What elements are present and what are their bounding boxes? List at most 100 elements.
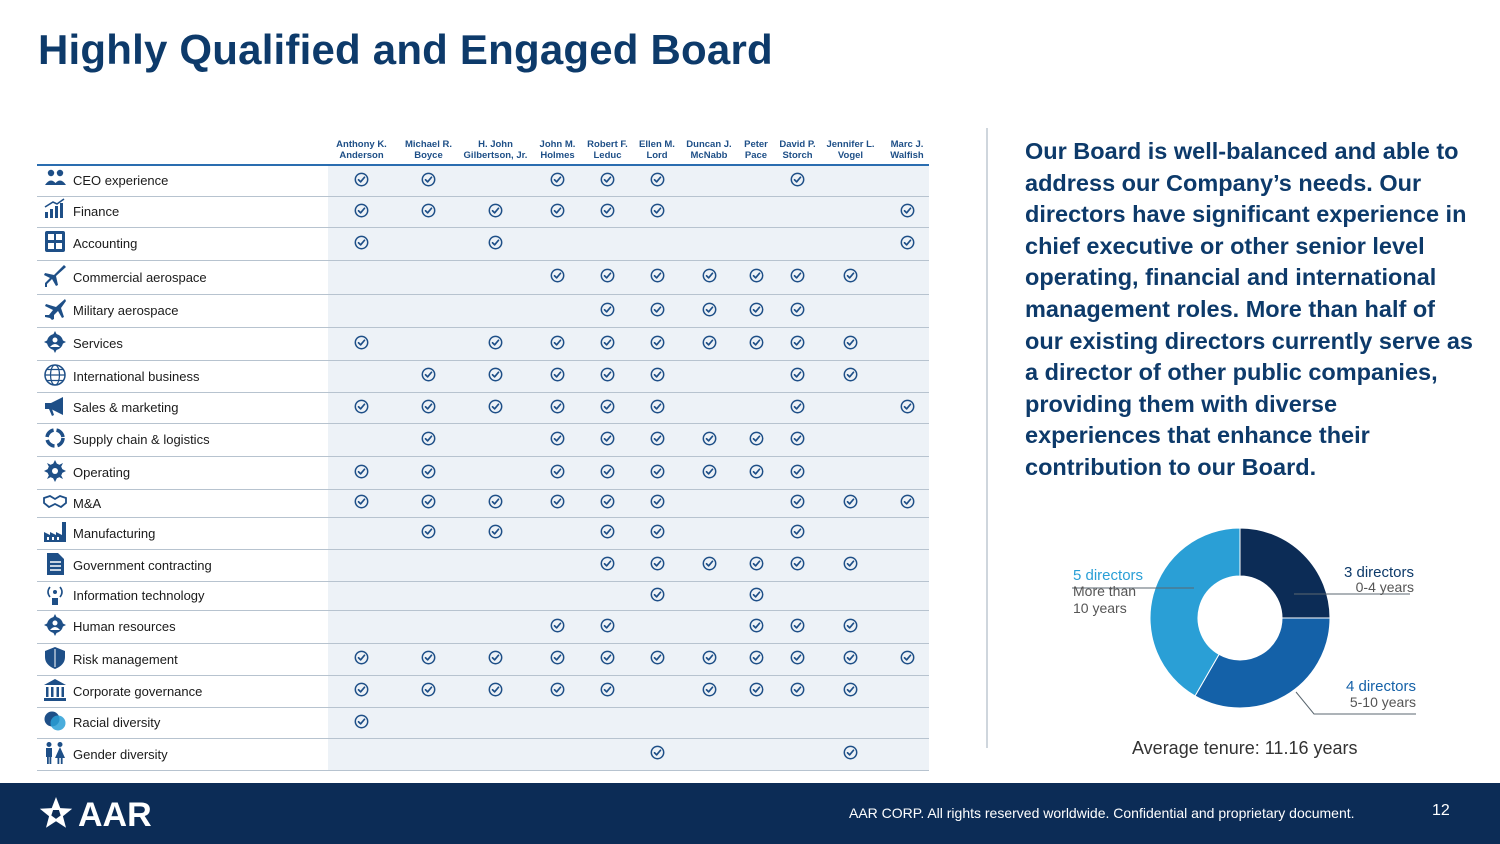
skill-row: M&A [37,489,929,518]
tenure-label-range-2: 5-10 years [1350,694,1416,710]
factory-icon [37,517,73,550]
empty-cell [629,227,685,261]
empty-cell [685,581,733,611]
check-icon [586,360,629,393]
empty-cell [685,227,733,261]
empty-cell [816,227,885,261]
empty-cell [733,360,779,393]
check-icon [779,489,816,518]
check-icon [395,196,462,228]
skill-label: Risk management [73,643,328,676]
empty-cell [629,675,685,708]
check-icon [779,456,816,490]
people-icon [37,165,73,197]
check-icon [629,549,685,582]
director-header: Anthony K. Anderson [328,137,395,166]
empty-cell [816,517,885,550]
empty-cell [816,707,885,739]
page-number: 12 [1432,802,1450,819]
empty-cell [885,707,929,739]
skill-row: Risk management [37,643,929,676]
skill-row: Racial diversity [37,707,929,739]
empty-cell [462,423,529,457]
check-icon [885,392,929,424]
empty-cell [885,675,929,708]
check-icon [395,423,462,457]
check-icon [685,643,733,676]
empty-cell [885,456,929,490]
check-icon [733,294,779,328]
check-icon [816,260,885,295]
director-last-name: Holmes [540,150,575,161]
skill-label: Sales & marketing [73,392,328,424]
skill-label: M&A [73,489,328,518]
check-icon [395,675,462,708]
empty-cell [586,227,629,261]
director-first-name: John M. [539,139,576,150]
empty-cell [395,610,462,644]
check-icon [328,675,395,708]
check-icon [328,227,395,261]
empty-cell [885,581,929,611]
empty-cell [885,327,929,361]
empty-cell [462,165,529,197]
check-icon [586,489,629,518]
growth-chart-icon [37,196,73,228]
skill-row: Sales & marketing [37,392,929,424]
skill-label: Information technology [73,581,328,611]
empty-cell [462,581,529,611]
empty-cell [529,581,586,611]
gear-person-icon [37,327,73,361]
director-header: H. John Gilbertson, Jr. [462,137,529,166]
check-icon [885,643,929,676]
empty-cell [328,423,395,457]
empty-cell [328,294,395,328]
check-icon [395,643,462,676]
empty-cell [685,489,733,518]
wireless-icon [37,581,73,611]
check-icon [885,489,929,518]
empty-cell [529,517,586,550]
empty-cell [629,707,685,739]
check-icon [586,549,629,582]
check-icon [529,489,586,518]
check-icon [529,456,586,490]
empty-cell [685,738,733,771]
empty-cell [685,196,733,228]
empty-cell [529,549,586,582]
check-icon [779,423,816,457]
empty-cell [779,738,816,771]
check-icon [733,549,779,582]
director-last-name: Pace [744,150,768,161]
check-icon [586,327,629,361]
empty-cell [885,165,929,197]
skill-row: Military aerospace [37,294,929,328]
check-icon [885,196,929,228]
empty-cell [462,738,529,771]
gear-icon [37,456,73,490]
director-header: John M. Holmes [529,137,586,166]
check-icon [816,610,885,644]
aar-logo: AAR [39,796,152,833]
director-first-name: Anthony K. [336,139,387,150]
check-icon [733,675,779,708]
skill-row: Manufacturing [37,517,929,550]
skill-row: Human resources [37,610,929,644]
empty-cell [733,196,779,228]
director-first-name: Jennifer L. [826,139,875,150]
skill-row: Commercial aerospace [37,260,929,295]
empty-cell [816,165,885,197]
empty-cell [328,610,395,644]
skill-row: CEO experience [37,165,929,197]
tenure-donut-chart: 3 directors 0-4 years 4 directors 5-10 y… [1072,527,1416,715]
skill-row: International business [37,360,929,393]
check-icon [462,360,529,393]
check-icon [462,643,529,676]
empty-cell [816,456,885,490]
empty-cell [629,610,685,644]
skill-row: Services [37,327,929,361]
director-last-name: Lord [646,150,668,161]
empty-cell [395,260,462,295]
empty-cell [779,707,816,739]
skill-row: Supply chain & logistics [37,423,929,457]
